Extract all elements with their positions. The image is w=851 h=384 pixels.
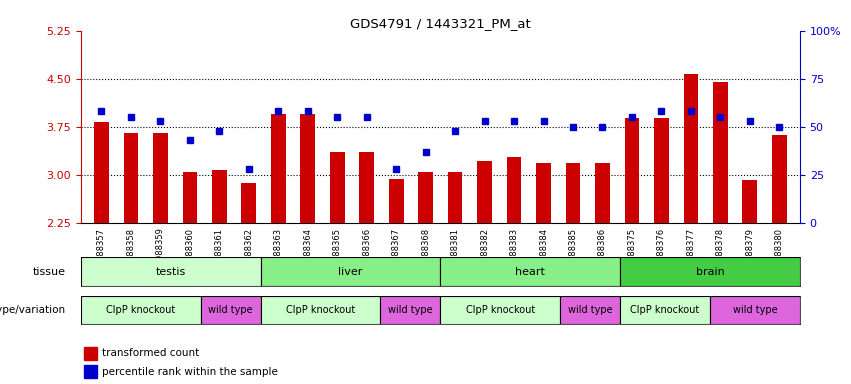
Bar bbox=[271, 114, 286, 223]
Text: wild type: wild type bbox=[568, 305, 613, 315]
Bar bbox=[713, 82, 728, 223]
Bar bbox=[742, 180, 757, 223]
Text: ClpP knockout: ClpP knockout bbox=[106, 305, 175, 315]
Text: wild type: wild type bbox=[733, 305, 777, 315]
Bar bbox=[330, 152, 345, 223]
Bar bbox=[419, 172, 433, 223]
Title: GDS4791 / 1443321_PM_at: GDS4791 / 1443321_PM_at bbox=[350, 17, 531, 30]
Bar bbox=[389, 179, 403, 223]
Bar bbox=[477, 161, 492, 223]
Bar bbox=[94, 122, 109, 223]
Text: brain: brain bbox=[695, 266, 724, 277]
Bar bbox=[300, 114, 315, 223]
Bar bbox=[153, 133, 168, 223]
Bar bbox=[123, 133, 139, 223]
Bar bbox=[560, 296, 620, 324]
Text: testis: testis bbox=[156, 266, 186, 277]
Bar bbox=[448, 172, 462, 223]
Bar bbox=[260, 296, 380, 324]
Bar bbox=[182, 172, 197, 223]
Bar bbox=[710, 296, 800, 324]
Bar bbox=[440, 296, 560, 324]
Text: ClpP knockout: ClpP knockout bbox=[631, 305, 700, 315]
Text: tissue: tissue bbox=[33, 266, 66, 277]
Bar bbox=[84, 347, 97, 360]
Text: wild type: wild type bbox=[388, 305, 433, 315]
Bar bbox=[260, 257, 440, 286]
Bar bbox=[81, 257, 260, 286]
Text: genotype/variation: genotype/variation bbox=[0, 305, 66, 315]
Bar bbox=[359, 152, 374, 223]
Bar bbox=[654, 118, 669, 223]
Text: ClpP knockout: ClpP knockout bbox=[465, 305, 535, 315]
Text: liver: liver bbox=[339, 266, 363, 277]
Bar bbox=[380, 296, 440, 324]
Bar bbox=[620, 257, 800, 286]
Bar bbox=[440, 257, 620, 286]
Bar bbox=[506, 157, 522, 223]
Text: ClpP knockout: ClpP knockout bbox=[286, 305, 355, 315]
Bar bbox=[595, 163, 610, 223]
Text: percentile rank within the sample: percentile rank within the sample bbox=[102, 367, 278, 377]
Bar bbox=[242, 183, 256, 223]
Bar bbox=[536, 163, 551, 223]
Bar bbox=[81, 296, 201, 324]
Text: wild type: wild type bbox=[208, 305, 253, 315]
Bar bbox=[84, 365, 97, 378]
Bar bbox=[566, 163, 580, 223]
Bar bbox=[212, 170, 226, 223]
Bar bbox=[201, 296, 260, 324]
Text: transformed count: transformed count bbox=[102, 348, 200, 358]
Bar bbox=[620, 296, 710, 324]
Bar bbox=[683, 74, 699, 223]
Bar bbox=[772, 135, 786, 223]
Bar bbox=[625, 118, 639, 223]
Text: heart: heart bbox=[516, 266, 545, 277]
